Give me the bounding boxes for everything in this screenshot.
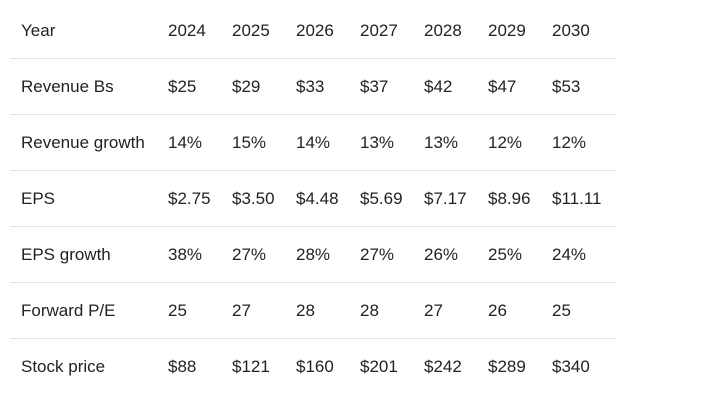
cell: 2024 (168, 20, 206, 40)
table-row: Revenue growth 14% 15% 14% 13% 13% 12% 12% (10, 115, 616, 171)
cell: $242 (424, 356, 462, 376)
cell: $8.96 (488, 188, 531, 208)
cell: 12% (488, 132, 523, 152)
cell: 2025 (232, 20, 270, 40)
cell: 2028 (424, 20, 462, 40)
cell: $25 (168, 76, 197, 96)
cell: $42 (424, 76, 453, 96)
cell: $4.48 (296, 188, 339, 208)
cell: $53 (552, 76, 581, 96)
cell: $2.75 (168, 188, 211, 208)
table-row: EPS $2.75 $3.50 $4.48 $5.69 $7.17 $8.96 $11.11 (10, 171, 616, 227)
cell: 2027 (360, 20, 398, 40)
cell: 15% (232, 132, 267, 152)
row-label: Revenue growth (21, 132, 145, 152)
cell: 25% (488, 244, 523, 264)
table-row: Forward P/E 25 27 28 28 27 26 25 (10, 283, 616, 339)
table-row: Stock price $88 $121 $160 $201 $242 $289 $340 (10, 339, 616, 395)
row-label: Stock price (21, 356, 106, 376)
cell: $7.17 (424, 188, 467, 208)
cell: 38% (168, 244, 203, 264)
cell: 25 (552, 300, 571, 320)
row-label: Forward P/E (21, 300, 116, 320)
cell: 2029 (488, 20, 526, 40)
cell: $289 (488, 356, 526, 376)
cell: 24% (552, 244, 587, 264)
cell: 25 (168, 300, 187, 320)
cell: 28 (296, 300, 315, 320)
header-row: Year 2024 2025 2026 2027 2028 2029 2030 (10, 3, 616, 59)
cell: $5.69 (360, 188, 403, 208)
cell: 12% (552, 132, 587, 152)
cell: $201 (360, 356, 398, 376)
cell: $11.11 (552, 188, 602, 208)
cell: $121 (232, 356, 270, 376)
cell: 27 (424, 300, 443, 320)
cell: 28 (360, 300, 379, 320)
cell: $47 (488, 76, 517, 96)
cell: 13% (424, 132, 459, 152)
cell: $3.50 (232, 188, 275, 208)
cell: 27 (232, 300, 251, 320)
row-label: EPS (21, 188, 56, 208)
cell: 14% (296, 132, 331, 152)
cell: $160 (296, 356, 334, 376)
cell: $340 (552, 356, 590, 376)
cell: 2030 (552, 20, 590, 40)
row-label: Year (21, 20, 56, 40)
cell: $37 (360, 76, 389, 96)
cell: $88 (168, 356, 197, 376)
cell: 14% (168, 132, 203, 152)
table-row: EPS growth 38% 27% 28% 27% 26% 25% 24% (10, 227, 616, 283)
cell: $29 (232, 76, 261, 96)
table-body: Year 2024 2025 2026 2027 2028 2029 2030 Revenue … (10, 3, 616, 394)
cell: 26 (488, 300, 507, 320)
cell: $33 (296, 76, 325, 96)
cell: 27% (360, 244, 395, 264)
row-label: EPS growth (21, 244, 111, 264)
cell: 27% (232, 244, 267, 264)
cell: 13% (360, 132, 395, 152)
cell: 26% (424, 244, 459, 264)
table-row: Revenue Bs $25 $29 $33 $37 $42 $47 $53 (10, 59, 616, 115)
row-label: Revenue Bs (21, 76, 114, 96)
cell: 28% (296, 244, 331, 264)
cell: 2026 (296, 20, 334, 40)
projection-table: Year 2024 2025 2026 2027 2028 2029 2030 Revenue … (10, 3, 616, 394)
